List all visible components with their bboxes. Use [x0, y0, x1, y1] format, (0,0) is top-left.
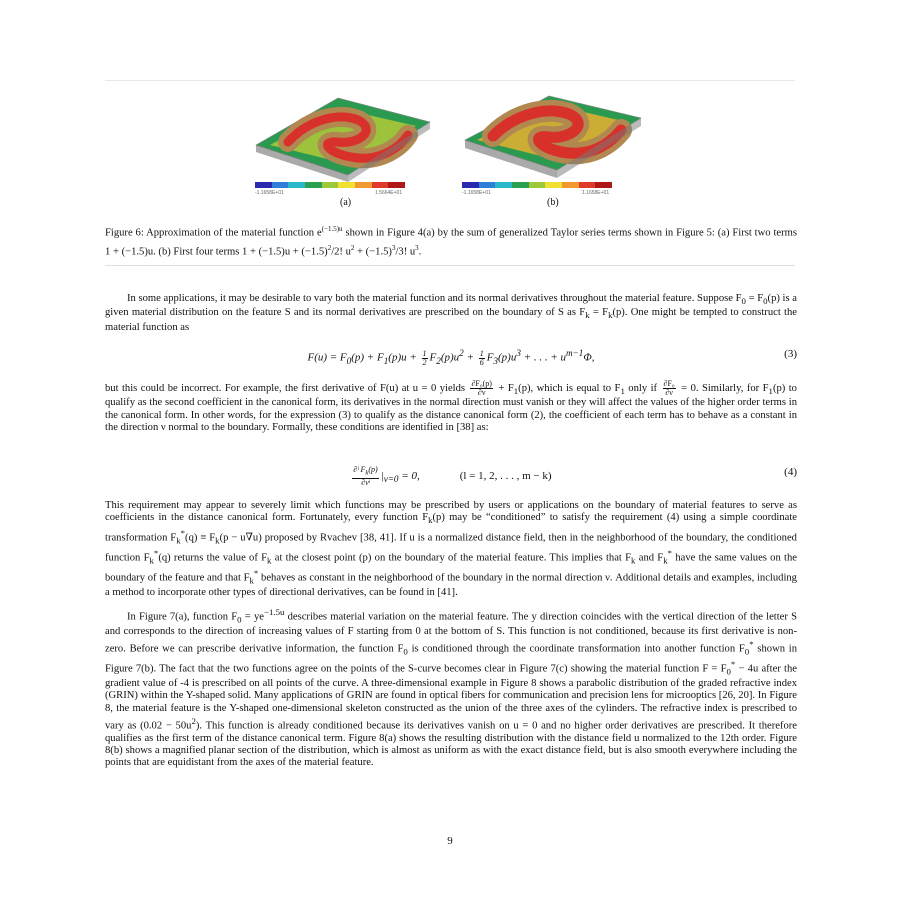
page-number: 9 [447, 835, 453, 847]
colorbar-swatch [371, 182, 389, 188]
equation-4-body: ∂ˡ Fk(p) ∂νˡ |ν=0 = 0, (l = 1, 2, . . . , m… [352, 465, 552, 487]
subfigure-b-plot [457, 90, 647, 210]
s-surface-plot-a [255, 97, 431, 182]
colorbar-b [462, 182, 613, 188]
colorbar-b-max-label: 1.1658E+01 [582, 190, 610, 196]
colorbar-swatch [478, 182, 496, 188]
colorbar-swatch [271, 182, 289, 188]
colorbar-swatch [462, 182, 479, 188]
colorbar-swatch [288, 182, 306, 188]
equation-3: F(u) = F0(p) + F1(p)u + 1 2 F2(p)u2 + 1 6 F3… [105, 344, 797, 368]
colorbar-a-min-label: -1.1658E+01 [255, 190, 284, 196]
colorbar-swatch [545, 182, 563, 188]
equation-4: ∂ˡ Fk(p) ∂νˡ |ν=0 = 0, (l = 1, 2, . . . , m… [105, 462, 797, 486]
colorbar-swatch [388, 182, 406, 188]
colorbar-swatch [338, 182, 356, 188]
top-rule [105, 80, 795, 81]
colorbar-a-max-label: 1.5664E+01 [375, 190, 403, 196]
equation-3-number: (3) [784, 348, 797, 360]
colorbar-swatch [321, 182, 339, 188]
colorbar-swatch [512, 182, 529, 188]
colorbar-a [255, 182, 406, 188]
figure-6: -1.1658E+01 1.5664E+01 -1.1658E+01 1.165… [105, 80, 795, 210]
paragraph-1: In some applications, it may be desirabl… [105, 293, 797, 333]
subfigure-a-label: (a) [340, 197, 352, 208]
colorbar-swatch [355, 182, 372, 188]
s-surface-plot-b [464, 95, 642, 178]
equation-3-body: F(u) = F0(p) + F1(p)u + 1 2 F2(p)u2 + 1 6 F3… [307, 348, 595, 367]
paragraph-4: In Figure 7(a), function F0 = ye−1.5u de… [105, 607, 797, 769]
colorbar-swatch [562, 182, 579, 188]
colorbar-swatch [255, 182, 272, 188]
colorbar-swatch [595, 182, 613, 188]
colorbar-swatch [528, 182, 546, 188]
colorbar-b-min-label: -1.1658E+01 [462, 190, 491, 196]
subfigure-b-label: (b) [547, 197, 559, 208]
paragraph-2: but this could be incorrect. For example… [105, 379, 797, 433]
colorbar-swatch [305, 182, 322, 188]
colorbar-swatch [578, 182, 596, 188]
subfigure-a-plot [248, 90, 438, 210]
paragraph-3: This requirement may appear to severely … [105, 500, 798, 598]
equation-4-number: (4) [784, 466, 797, 478]
figure-6-caption: Figure 6: Approximation of the material … [105, 225, 797, 258]
section-separator [105, 265, 795, 266]
colorbar-swatch [495, 182, 513, 188]
